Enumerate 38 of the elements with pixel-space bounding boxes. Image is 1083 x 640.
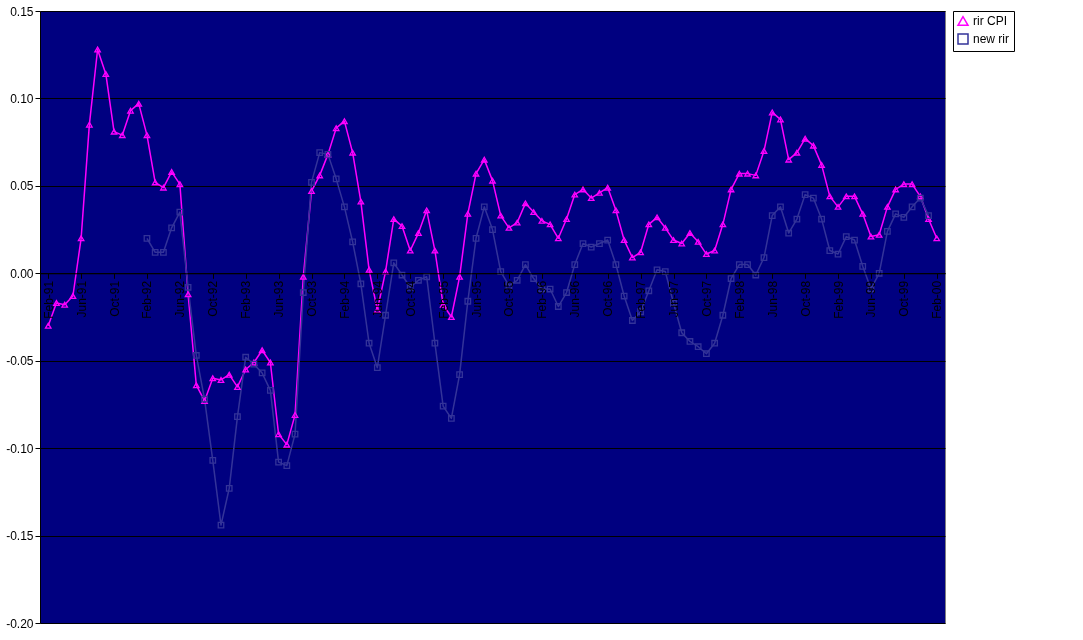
x-tick-label: Oct-98 (798, 280, 813, 317)
x-tick-label: Feb-99 (831, 280, 846, 319)
y-tick-label: 0.05 (10, 179, 34, 194)
x-tick-label: Jun-97 (667, 280, 681, 318)
x-tick-label: Oct-93 (305, 280, 319, 317)
x-tick-label: Jun-91 (74, 280, 89, 318)
x-tick-label: Feb-95 (436, 280, 451, 319)
x-tick-label: Jun-95 (469, 280, 484, 318)
y-tick-label: 0.10 (10, 91, 34, 106)
x-tick-label: Feb-91 (41, 280, 56, 319)
legend-label: new rir (973, 32, 1010, 46)
y-tick-label: 0.00 (10, 266, 34, 281)
x-tick-label: Jun-94 (370, 280, 385, 318)
y-tick-label: -0.10 (6, 441, 34, 456)
y-tick-label: 0.15 (10, 4, 34, 19)
x-tick-label: Feb-97 (634, 280, 649, 319)
x-tick-label: Oct-96 (601, 280, 616, 317)
x-tick-label: Oct-94 (403, 280, 418, 317)
x-tick-label: Oct-99 (897, 280, 912, 317)
x-tick-label: Jun-96 (568, 280, 583, 318)
x-tick-label: Oct-91 (107, 280, 122, 317)
y-tick-label: -0.20 (6, 616, 34, 631)
x-tick-label: Jun-99 (864, 280, 879, 318)
x-tick-label: Jun-98 (765, 280, 780, 318)
x-tick-label: Feb-93 (239, 280, 254, 319)
x-tick-label: Oct-95 (502, 280, 517, 317)
x-tick-label: Feb-98 (732, 280, 747, 319)
x-tick-label: Feb-96 (535, 280, 550, 319)
y-tick-label: -0.05 (6, 354, 34, 369)
x-tick-label: Feb-92 (140, 280, 155, 319)
y-tick-label: -0.15 (6, 529, 34, 544)
x-tick-label: Feb-94 (337, 280, 352, 319)
x-tick-label: Oct-97 (699, 280, 714, 317)
x-tick-label: Oct-92 (206, 280, 221, 317)
x-tick-label: Jun-92 (173, 280, 188, 318)
legend-label: rir CPI (973, 14, 1007, 28)
x-tick-label: Jun-93 (272, 280, 287, 318)
x-tick-label: Feb-00 (930, 280, 945, 319)
